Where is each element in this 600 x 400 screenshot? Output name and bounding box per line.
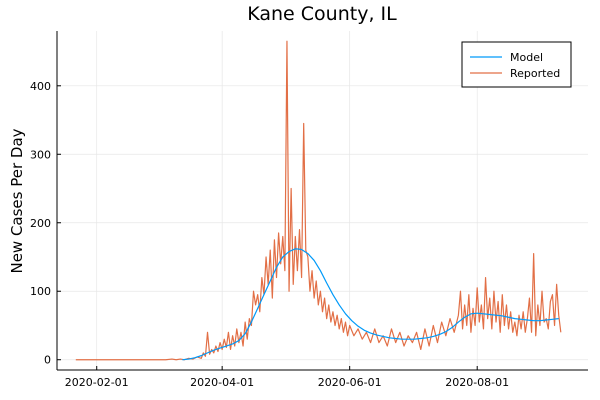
y-tick-label: 0 (44, 354, 51, 367)
axes (56, 31, 588, 371)
series-line-reported (75, 40, 562, 361)
chart-title: Kane County, IL (247, 3, 397, 25)
y-axis-ticks: 0 100 200 300 400 (30, 80, 61, 367)
legend: Model Reported (461, 41, 572, 88)
x-tick-label: 2020-06-01 (318, 376, 382, 389)
y-axis-title: New Cases Per Day (8, 128, 26, 273)
legend-label-reported: Reported (510, 67, 560, 80)
legend-label-model: Model (510, 51, 543, 64)
y-tick-label: 300 (30, 148, 51, 161)
series-line-model (182, 248, 559, 361)
y-tick-label: 400 (30, 80, 51, 93)
series-lines (75, 40, 562, 361)
x-axis-ticks: 2020-02-01 2020-04-01 2020-06-01 2020-08-01 (65, 366, 509, 389)
legend-box (461, 41, 572, 88)
y-tick-label: 200 (30, 217, 51, 230)
y-tick-label: 100 (30, 285, 51, 298)
x-tick-label: 2020-08-01 (445, 376, 509, 389)
x-tick-label: 2020-02-01 (65, 376, 129, 389)
x-tick-label: 2020-04-01 (190, 376, 254, 389)
